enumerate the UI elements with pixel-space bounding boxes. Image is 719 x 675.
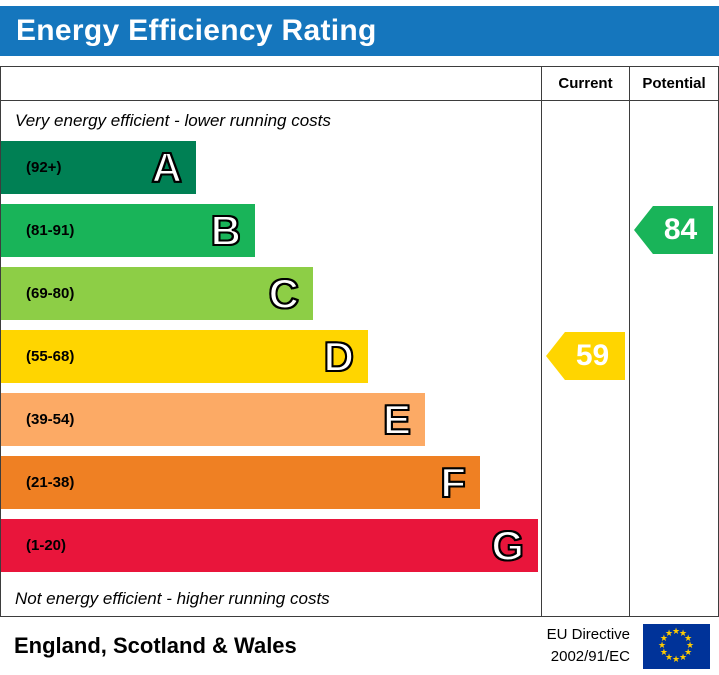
page-title: Energy Efficiency Rating <box>16 14 377 47</box>
chart-header-row: Current Potential <box>1 67 718 101</box>
band-row-d: (55-68) D <box>1 330 541 393</box>
footer: England, Scotland & Wales EU Directive 2… <box>0 617 719 675</box>
potential-column-header: Potential <box>642 75 706 92</box>
chart-body: Very energy efficient - lower running co… <box>1 101 718 616</box>
band-bar-d: (55-68) D <box>1 330 368 383</box>
band-letter-b: B <box>210 206 242 254</box>
current-column: 59 <box>542 101 630 616</box>
band-range-label-c: (69-80) <box>26 285 75 302</box>
eu-directive-label: EU Directive 2002/91/EC <box>547 624 643 668</box>
band-range-label-g: (1-20) <box>26 537 67 554</box>
band-row-a: (92+) A <box>1 141 541 204</box>
current-rating-value: 59 <box>575 339 610 372</box>
rating-chart: Current Potential Very energy efficient … <box>0 66 719 617</box>
band-bar-a: (92+) A <box>1 141 196 194</box>
bottom-note: Not energy efficient - higher running co… <box>15 589 330 608</box>
current-column-header: Current <box>542 67 630 100</box>
band-letter-e: E <box>382 395 412 443</box>
band-bar-c: (69-80) C <box>1 267 313 320</box>
potential-rating-value: 84 <box>663 213 698 246</box>
band-letter-g: G <box>490 521 525 569</box>
band-range-label-e: (39-54) <box>26 411 75 428</box>
potential-rating-arrow: 84 <box>634 206 713 254</box>
page-title-banner: Energy Efficiency Rating <box>0 6 719 56</box>
band-range-label-b: (81-91) <box>26 222 75 239</box>
band-letter-d: D <box>323 332 355 380</box>
band-range-label-a: (92+) <box>26 159 62 176</box>
band-letter-c: C <box>268 269 300 317</box>
band-letter-f: F <box>439 458 467 506</box>
band-row-b: (81-91) B <box>1 204 541 267</box>
band-bar-g: (1-20) G <box>1 519 538 572</box>
eu-directive-line1: EU Directive <box>546 626 630 644</box>
band-bar-f: (21-38) F <box>1 456 480 509</box>
band-bar-b: (81-91) B <box>1 204 255 257</box>
top-note: Very energy efficient - lower running co… <box>15 111 331 130</box>
band-range-label-d: (55-68) <box>26 348 75 365</box>
chart-corner-cell <box>1 67 542 100</box>
eu-flag-icon: ★ ★ ★ ★ ★ ★ ★ ★ ★ ★ ★ ★ <box>643 623 710 669</box>
band-row-f: (21-38) F <box>1 456 541 519</box>
footer-region-label: England, Scotland & Wales <box>14 633 297 658</box>
eu-directive-line2: 2002/91/EC <box>550 648 630 665</box>
band-bar-e: (39-54) E <box>1 393 425 446</box>
band-row-c: (69-80) C <box>1 267 541 330</box>
band-row-g: (1-20) G <box>1 519 541 582</box>
band-row-e: (39-54) E <box>1 393 541 456</box>
potential-column: 84 <box>630 101 718 616</box>
band-letter-a: A <box>151 143 183 191</box>
band-range-label-f: (21-38) <box>26 474 75 491</box>
current-rating-arrow: 59 <box>546 332 625 380</box>
bands-column: Very energy efficient - lower running co… <box>1 101 542 616</box>
